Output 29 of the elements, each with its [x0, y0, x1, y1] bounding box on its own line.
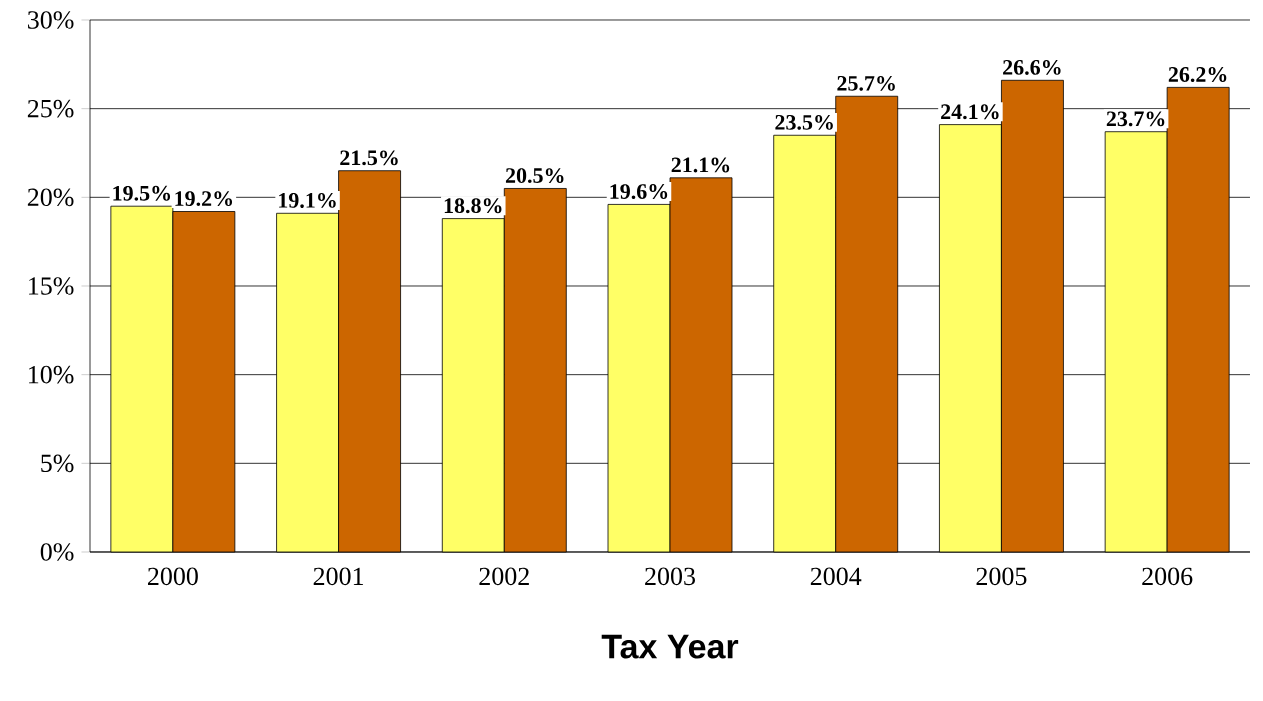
x-tick-label: 2000	[148, 567, 198, 586]
data-label: 19.2%	[175, 191, 233, 207]
x-tick-label: 2004	[810, 567, 862, 586]
data-label: 18.8%	[444, 198, 502, 214]
data-label: 20.5%	[505, 168, 564, 184]
y-tick-label: 5%	[41, 454, 74, 473]
y-tick-label: 25%	[27, 99, 74, 118]
data-label: 24.1%	[941, 104, 999, 120]
data-label: 21.1%	[671, 157, 730, 173]
data-label: 26.6%	[1003, 59, 1061, 75]
data-label: 19.6%	[610, 184, 668, 200]
y-tick-label: 20%	[27, 188, 74, 207]
y-tick-label: 0%	[40, 543, 74, 561]
x-tick-label: 2006	[1142, 567, 1193, 586]
x-tick-label: 2003	[645, 567, 695, 586]
x-tick-label: 2001	[313, 567, 364, 586]
data-label: 21.5%	[340, 150, 398, 166]
y-tick-label: 10%	[29, 365, 74, 384]
data-label: 19.1%	[279, 192, 336, 208]
data-label: 26.2%	[1168, 67, 1227, 82]
data-label: 23.7%	[1106, 111, 1165, 127]
data-label: 25.7%	[837, 75, 895, 91]
data-label: 23.5%	[775, 114, 833, 130]
data-label: 19.5%	[113, 185, 171, 201]
x-tick-label: 2005	[976, 567, 1027, 586]
x-axis-title: Tax Year	[601, 634, 739, 659]
y-tick-label: 15%	[29, 277, 74, 295]
y-tick-label: 30%	[28, 11, 74, 29]
x-tick-label: 2002	[479, 567, 529, 586]
